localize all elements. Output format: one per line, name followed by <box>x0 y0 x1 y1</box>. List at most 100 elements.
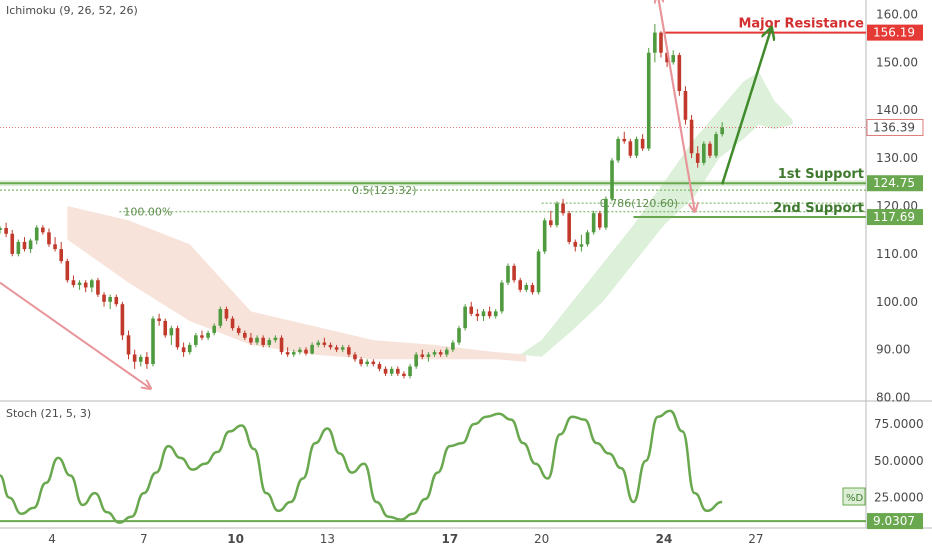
candle-body <box>567 213 571 242</box>
candle-body <box>640 138 645 149</box>
stoch-d-line <box>0 409 723 524</box>
candle-body <box>65 261 70 281</box>
first-support-price-tag-text: 124.75 <box>873 176 915 190</box>
candle-body <box>96 280 100 295</box>
candle-body <box>102 294 106 302</box>
candle-body <box>653 32 657 53</box>
candle-body <box>646 52 651 149</box>
current-price-tag-box <box>866 118 924 136</box>
candle-body <box>120 304 125 336</box>
ichimoku-indicator-label[interactable]: Ichimoku (9, 26, 52, 26) <box>6 4 138 17</box>
candle-body <box>597 213 602 228</box>
candle-body <box>236 328 241 333</box>
fib-label-0: 0.5(123.32) <box>352 184 417 197</box>
candle-body <box>383 368 388 374</box>
candle-body <box>47 232 51 245</box>
candle-body <box>585 232 590 245</box>
price-tick-label: 130.00 <box>876 151 918 165</box>
candle-body <box>224 308 229 319</box>
stoch-indicator-label[interactable]: Stoch (21, 5, 3) <box>6 407 92 420</box>
candle-body <box>22 241 27 250</box>
candle-body <box>628 141 633 156</box>
candle-body <box>451 342 455 350</box>
time-tick-label: 27 <box>748 532 763 546</box>
candle-body <box>212 325 217 333</box>
candle-body <box>157 318 161 321</box>
candle-body <box>683 91 688 120</box>
major-resistance-label: Major Resistance <box>738 17 864 32</box>
candle-body <box>555 203 559 226</box>
candle-body <box>77 282 82 286</box>
stoch-current-tag-box <box>867 513 923 530</box>
candle-body <box>138 356 143 362</box>
time-tick-label: 10 <box>227 532 244 546</box>
candle-body <box>347 347 351 355</box>
fib-label-2: 100.00% <box>123 206 172 219</box>
candle-body <box>389 368 394 374</box>
candle-body <box>53 244 57 250</box>
candle-body <box>298 349 302 353</box>
candle-body <box>114 297 119 305</box>
candle-body <box>10 233 15 254</box>
candle-body <box>677 55 682 92</box>
candle-body <box>243 332 247 338</box>
candle-body <box>665 52 669 63</box>
candle-body <box>206 332 210 338</box>
candle-body <box>291 352 296 355</box>
candle-body <box>169 328 174 336</box>
candle-body <box>659 32 663 53</box>
candle-body <box>634 138 639 156</box>
candle-body <box>310 344 314 354</box>
candle-body <box>457 328 461 343</box>
candle-body <box>108 297 112 302</box>
price-tick-label: 80.00 <box>876 391 910 405</box>
price-tick-label: 90.00 <box>876 343 910 357</box>
candle-body <box>469 306 474 314</box>
candle-body <box>408 366 412 377</box>
candle-body <box>500 282 504 312</box>
candle-body <box>402 373 406 377</box>
time-tick-label: 13 <box>320 532 335 546</box>
second-support-price-tag-box <box>867 209 923 226</box>
candle-body <box>579 244 584 247</box>
candle-body <box>506 265 510 283</box>
candle-body <box>420 354 425 357</box>
candles-layer <box>0 23 724 379</box>
candle-body <box>561 203 565 214</box>
candle-body <box>340 347 345 350</box>
candle-body <box>285 352 290 355</box>
candle-body <box>616 138 620 161</box>
stoch-d-tag-text: %D <box>846 493 864 504</box>
time-tick-label: 17 <box>441 532 458 546</box>
candle-body <box>187 344 192 353</box>
candle-body <box>71 280 76 286</box>
stoch-current-tag-text: 9.0307 <box>873 514 915 528</box>
second-support-price-tag-text: 117.69 <box>873 210 915 224</box>
stoch-layer <box>0 409 866 524</box>
candle-body <box>316 342 321 345</box>
candle-body <box>604 198 608 228</box>
candle-body <box>365 361 370 365</box>
stoch-tick-label: 50.0000 <box>874 454 924 468</box>
candle-body <box>622 138 627 142</box>
down-arrow-left <box>0 281 150 388</box>
time-tick-label: 4 <box>48 532 56 546</box>
time-tick-label: 24 <box>656 532 673 546</box>
candle-body <box>689 119 694 154</box>
time-tick-label: 7 <box>140 532 148 546</box>
first-support-price-tag-box <box>867 175 923 192</box>
candle-body <box>28 240 33 250</box>
candle-body <box>34 227 39 241</box>
labels-layer: 156.19 124.75 117.69 136.39 9.0307 %D <box>842 24 924 530</box>
candle-body <box>261 337 265 345</box>
candle-body <box>328 344 333 348</box>
candle-body <box>132 354 137 362</box>
price-tick-label: 140.00 <box>876 103 918 117</box>
candle-body <box>41 227 45 233</box>
candle-body <box>249 337 253 343</box>
candle-body <box>426 354 431 357</box>
stoch-tick-label: 25.0000 <box>874 491 924 505</box>
candle-body <box>255 337 259 343</box>
